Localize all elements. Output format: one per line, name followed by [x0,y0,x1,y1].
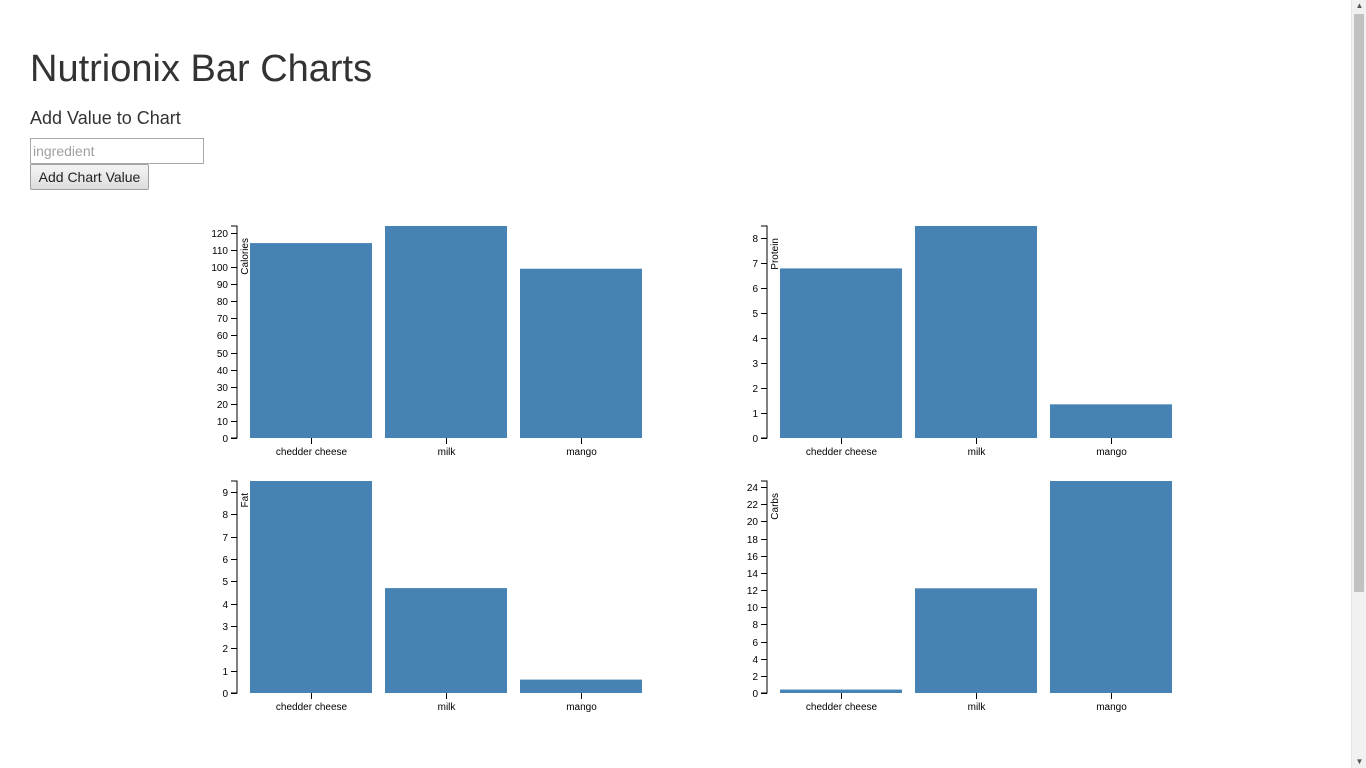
y-tick-label: 10 [747,603,759,614]
fat-chart: 0 1 2 3 4 5 6 7 8 9 Fat chedder cheese milk mango [222,480,642,713]
y-axis-label: Protein [770,238,781,270]
x-tick-label: milk [438,702,457,713]
x-tick-label: milk [968,447,987,458]
add-value-heading: Add Value to Chart [30,108,181,128]
bar [250,243,372,438]
y-axis-label: Fat [240,493,251,508]
x-tick-label: mango [566,702,597,713]
x-tick-label: mango [566,447,597,458]
y-tick-label: 8 [752,234,758,245]
x-tick-label: milk [438,447,457,458]
bar [385,226,507,438]
y-tick-label: 0 [222,689,228,700]
bar [780,689,902,693]
bar [915,588,1037,693]
bar [385,588,507,693]
y-tick-label: 1 [752,409,758,420]
y-tick-label: 20 [747,517,759,528]
y-tick-label: 0 [752,689,758,700]
y-tick-label: 1 [222,667,228,678]
y-tick-label: 0 [752,434,758,445]
x-tick-label: chedder cheese [276,447,348,458]
x-tick-label: milk [968,702,987,713]
y-tick-label: 3 [222,622,228,633]
bar [520,268,642,438]
y-tick-label: 0 [222,434,228,445]
calories-chart: 0 10 20 30 40 50 60 70 80 90 100 110 120 Calories ched… [211,225,642,458]
y-tick-label: 6 [752,638,758,649]
y-tick-label: 24 [747,483,759,494]
add-chart-value-button[interactable]: Add Chart Value [30,164,149,190]
y-tick-label: 80 [217,297,229,308]
x-tick-label: chedder cheese [806,702,878,713]
x-tick-label: mango [1096,447,1127,458]
y-tick-label: 6 [752,284,758,295]
y-tick-label: 5 [222,577,228,588]
y-tick-label: 60 [217,331,229,342]
y-tick-label: 18 [747,535,759,546]
y-tick-label: 2 [752,672,758,683]
y-tick-label: 8 [752,620,758,631]
y-tick-label: 50 [217,349,229,360]
bar [1050,481,1172,693]
vertical-scrollbar[interactable]: ▲ ▼ [1351,0,1366,768]
y-tick-label: 10 [217,417,229,428]
y-tick-label: 4 [752,334,758,345]
y-tick-label: 16 [747,552,759,563]
bar [915,226,1037,438]
bar [780,268,902,438]
ingredient-input[interactable] [30,138,204,164]
bar [520,679,642,693]
y-tick-label: 14 [747,569,759,580]
y-tick-label: 90 [217,280,229,291]
bar [1050,404,1172,438]
y-tick-label: 5 [752,309,758,320]
y-tick-label: 110 [212,246,228,257]
bar [250,481,372,693]
y-tick-label: 12 [747,586,759,597]
y-tick-label: 7 [222,533,228,544]
y-axis-line [761,225,768,439]
y-axis-line [761,480,768,694]
protein-chart: 0 1 2 3 4 5 6 7 8 Protein chedder cheese milk mango [752,225,1172,458]
y-tick-label: 22 [747,500,759,511]
x-tick-label: chedder cheese [276,702,348,713]
y-tick-label: 120 [211,229,228,240]
y-tick-label: 30 [217,383,229,394]
y-tick-label: 7 [752,259,758,270]
y-tick-label: 9 [222,488,228,499]
y-tick-label: 3 [752,359,758,370]
y-axis-line [231,480,238,694]
y-tick-label: 4 [222,600,228,611]
y-axis-label: Carbs [770,493,781,520]
scrollbar-thumb[interactable] [1354,14,1364,592]
y-tick-label: 2 [222,644,228,655]
y-tick-label: 100 [211,263,228,274]
page-title: Nutrionix Bar Charts [30,48,373,90]
y-tick-label: 8 [222,510,228,521]
y-axis-label: Calories [240,238,251,275]
y-tick-label: 4 [752,655,758,666]
y-axis-line [231,225,238,439]
y-tick-label: 20 [217,400,229,411]
y-tick-label: 40 [217,366,229,377]
x-tick-label: chedder cheese [806,447,878,458]
y-tick-label: 70 [217,314,229,325]
scroll-up-arrow-icon[interactable]: ▲ [1355,1,1364,10]
y-tick-label: 2 [752,384,758,395]
y-tick-label: 6 [222,555,228,566]
x-tick-label: mango [1096,702,1127,713]
scroll-down-arrow-icon[interactable]: ▼ [1355,757,1364,766]
